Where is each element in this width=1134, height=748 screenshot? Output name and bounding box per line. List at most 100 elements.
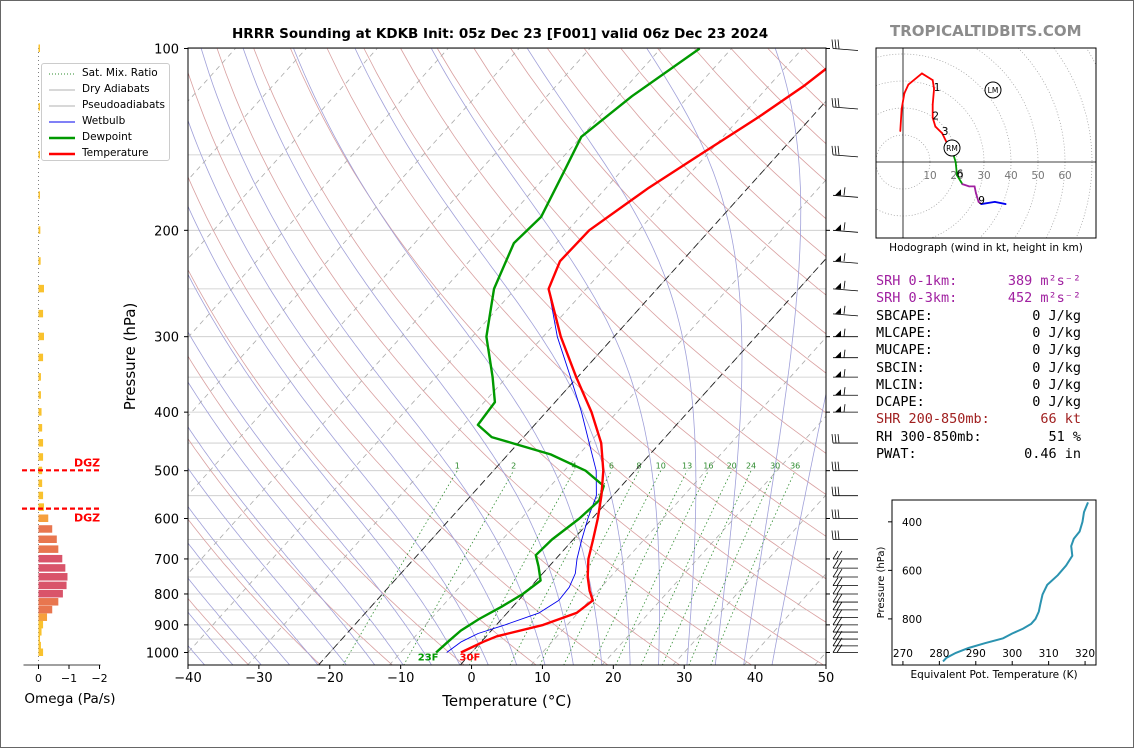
mixing-ratio-line <box>615 470 709 665</box>
wind-barb-flag <box>837 39 840 49</box>
pseudoadiabat-line <box>743 48 802 665</box>
hodograph-ring-label: 50 <box>1031 170 1044 182</box>
wind-barb-staff <box>832 313 859 317</box>
stat-value: 389 m²s⁻² <box>1007 273 1081 289</box>
wind-barb-flag <box>832 623 839 633</box>
omega-x-tick-label: −2 <box>91 672 107 685</box>
stat-row: SRH 0-1km: 389 m²s⁻² <box>876 273 1091 291</box>
mixing-ratio-label: 13 <box>682 462 692 471</box>
skewt-axes-frame <box>187 47 827 666</box>
wind-barb <box>831 509 858 519</box>
wind-barb <box>831 145 859 158</box>
theta-e-line <box>942 502 1089 663</box>
omega-bar <box>38 628 42 636</box>
wind-barb <box>832 585 858 595</box>
hodograph-caption: Hodograph (wind in kt, height in km) <box>889 242 1083 254</box>
wind-barb-flag <box>836 623 843 633</box>
dry-adiabat-line <box>473 48 826 414</box>
surface-temperature-label: 30F <box>460 653 481 664</box>
wind-barb-flag <box>832 559 839 569</box>
wind-barb-flag <box>832 585 839 595</box>
theta-e-x-tick-label: 290 <box>966 648 986 660</box>
wind-barb <box>833 404 858 413</box>
omega-bar <box>38 332 44 341</box>
mixing-ratio-label: 1 <box>455 462 460 471</box>
stat-label: SBCIN: <box>876 359 925 376</box>
wind-barb-flag <box>832 616 839 626</box>
wind-barb-flag <box>836 559 843 569</box>
hodograph-height-label: 3 <box>942 126 949 138</box>
pseudoadiabat-line <box>188 467 347 665</box>
stat-row: SHR 200-850mb: 66 kt <box>876 411 1091 429</box>
pseudoadiabat-line <box>527 48 697 665</box>
omega-panel: 0 −1 −2 Omega (Pa/s) DGZ DGZ <box>22 44 116 707</box>
stat-label: PWAT: <box>876 446 917 462</box>
skewt-lines <box>435 48 826 654</box>
stat-value: 66 kt <box>1040 411 1081 428</box>
dry-adiabat-line <box>188 268 537 665</box>
omega-x-tick-label: −1 <box>61 672 77 685</box>
wind-barb <box>832 593 858 603</box>
wind-barb-flag <box>836 601 843 611</box>
wind-barb-flag <box>837 461 840 471</box>
omega-bar <box>38 620 44 629</box>
hodograph-ring-label: 10 <box>923 170 936 182</box>
x-tick-label: 20 <box>605 671 622 686</box>
omega-bar <box>38 424 43 432</box>
x-tick-label: 0 <box>467 671 475 686</box>
hodograph-segment <box>907 72 923 86</box>
legend-entry: Wetbulb <box>48 115 166 129</box>
omega-bar <box>38 353 44 362</box>
omega-bar <box>38 605 53 614</box>
wind-barb-flag <box>831 509 834 519</box>
omega-bar <box>38 491 44 500</box>
theta-e-x-axis-label: Equivalent Pot. Temperature (K) <box>910 669 1077 681</box>
wind-barb-flag <box>836 568 843 578</box>
isotherm-line <box>388 179 826 665</box>
wind-barb-flag <box>836 644 843 653</box>
stat-value: 0 J/kg <box>1032 307 1081 324</box>
hodograph-ring-label: 60 <box>1058 170 1071 182</box>
wind-barb-pennant <box>835 224 841 231</box>
pseudoadiabat-line <box>188 611 234 665</box>
y-tick-label: 300 <box>154 331 179 346</box>
hodograph-segment <box>956 174 964 186</box>
mixing-ratio-line <box>592 470 688 665</box>
hodograph-frame <box>875 47 1097 239</box>
stat-label: MLCIN: <box>876 376 925 393</box>
wind-barb-pennant <box>835 330 841 337</box>
theta-e-x-tick-label: 270 <box>893 648 913 660</box>
wind-barb-flag <box>832 630 839 640</box>
wind-barb-flag <box>836 630 843 640</box>
theta-e-panel: 270 280 290 300 310 320 400 600 800 Equivalent Po… <box>876 499 1097 681</box>
x-tick-label: 40 <box>747 671 764 686</box>
wind-barb-flag <box>834 530 837 540</box>
wind-barb-flag <box>832 577 839 586</box>
stat-value: 51 % <box>1048 428 1081 445</box>
wind-barb-flag <box>834 509 837 519</box>
dry-adiabat-line <box>216 48 753 665</box>
isotherm-line <box>247 48 803 665</box>
pseudoadiabat-line <box>354 48 631 665</box>
mixing-ratio-line <box>509 470 612 665</box>
wind-barb-flag <box>831 486 834 496</box>
omega-bar <box>38 514 49 523</box>
omega-x-tick-label: 0 <box>35 672 42 685</box>
dry-adiabat-line <box>363 48 826 537</box>
wind-barb-pennant <box>835 351 841 358</box>
skewt-axes: −40 −30 −20 −10 0 10 20 30 40 50 100 200 300 400 500 60… <box>121 39 859 710</box>
stat-label: MLCAPE: <box>876 324 933 341</box>
stat-row: MLCIN: 0 J/kg <box>876 377 1091 395</box>
x-axis-label: Temperature (°C) <box>441 692 571 710</box>
wind-barb-flag <box>837 530 840 540</box>
wind-barb <box>833 349 858 359</box>
legend-label: Temperature <box>82 147 149 159</box>
hodograph-ring-label: 30 <box>977 170 990 182</box>
wind-barb-pennant <box>835 189 841 196</box>
x-tick-label: −20 <box>316 671 343 686</box>
dewpoint-line <box>435 48 701 654</box>
y-tick-label: 600 <box>154 513 179 528</box>
wind-barb-flag <box>837 509 840 519</box>
wind-barb-flag <box>832 644 839 653</box>
